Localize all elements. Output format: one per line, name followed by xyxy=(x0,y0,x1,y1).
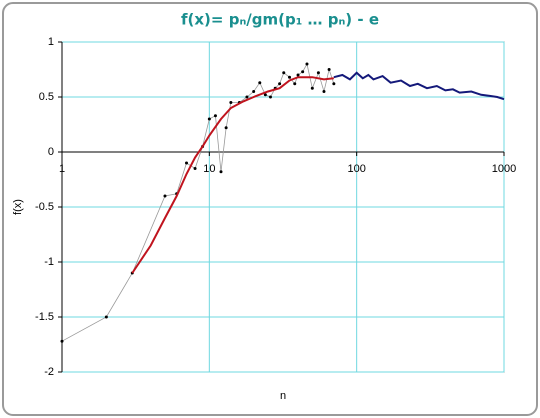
x-axis-label: n xyxy=(280,390,286,402)
y-tick-label: -1 xyxy=(44,256,54,268)
y-tick-label: -1.5 xyxy=(35,311,54,323)
data-point xyxy=(268,95,272,99)
data-point xyxy=(60,339,64,343)
data-point xyxy=(305,62,309,66)
data-point xyxy=(282,71,286,75)
data-point xyxy=(185,161,189,165)
data-point xyxy=(207,117,211,121)
series-line xyxy=(333,71,505,101)
data-point xyxy=(310,86,314,90)
y-tick-label: -2 xyxy=(44,366,54,378)
data-point xyxy=(258,81,262,85)
data-point xyxy=(213,114,217,118)
data-point xyxy=(263,93,267,97)
data-point xyxy=(252,90,256,93)
data-point xyxy=(229,101,233,104)
chart-title: f(x)= pₙ/gm(p₁ … pₙ) - e xyxy=(181,11,379,29)
data-point xyxy=(322,90,326,93)
data-point xyxy=(316,71,320,75)
data-point xyxy=(296,73,300,77)
series-line xyxy=(131,76,334,274)
y-tick-label: -0.5 xyxy=(35,201,54,213)
y-tick-label: 0.5 xyxy=(39,91,54,103)
y-tick-label: 0 xyxy=(48,146,54,158)
data-point xyxy=(287,75,291,79)
y-tick-label: 1 xyxy=(48,36,54,48)
data-point xyxy=(327,68,331,71)
data-point xyxy=(245,95,249,99)
data-point xyxy=(293,82,297,86)
data-point xyxy=(163,194,167,198)
data-point xyxy=(104,315,108,319)
y-axis-label: f(x) xyxy=(12,199,24,215)
x-tick-label: 1000 xyxy=(492,163,516,175)
data-point xyxy=(224,126,228,130)
x-tick-label: 10 xyxy=(203,163,215,175)
x-tick-label: 100 xyxy=(347,163,365,175)
data-point xyxy=(219,170,223,174)
data-point xyxy=(301,70,305,74)
data-point xyxy=(332,82,336,86)
data-point xyxy=(193,167,197,170)
data-point xyxy=(278,82,282,86)
